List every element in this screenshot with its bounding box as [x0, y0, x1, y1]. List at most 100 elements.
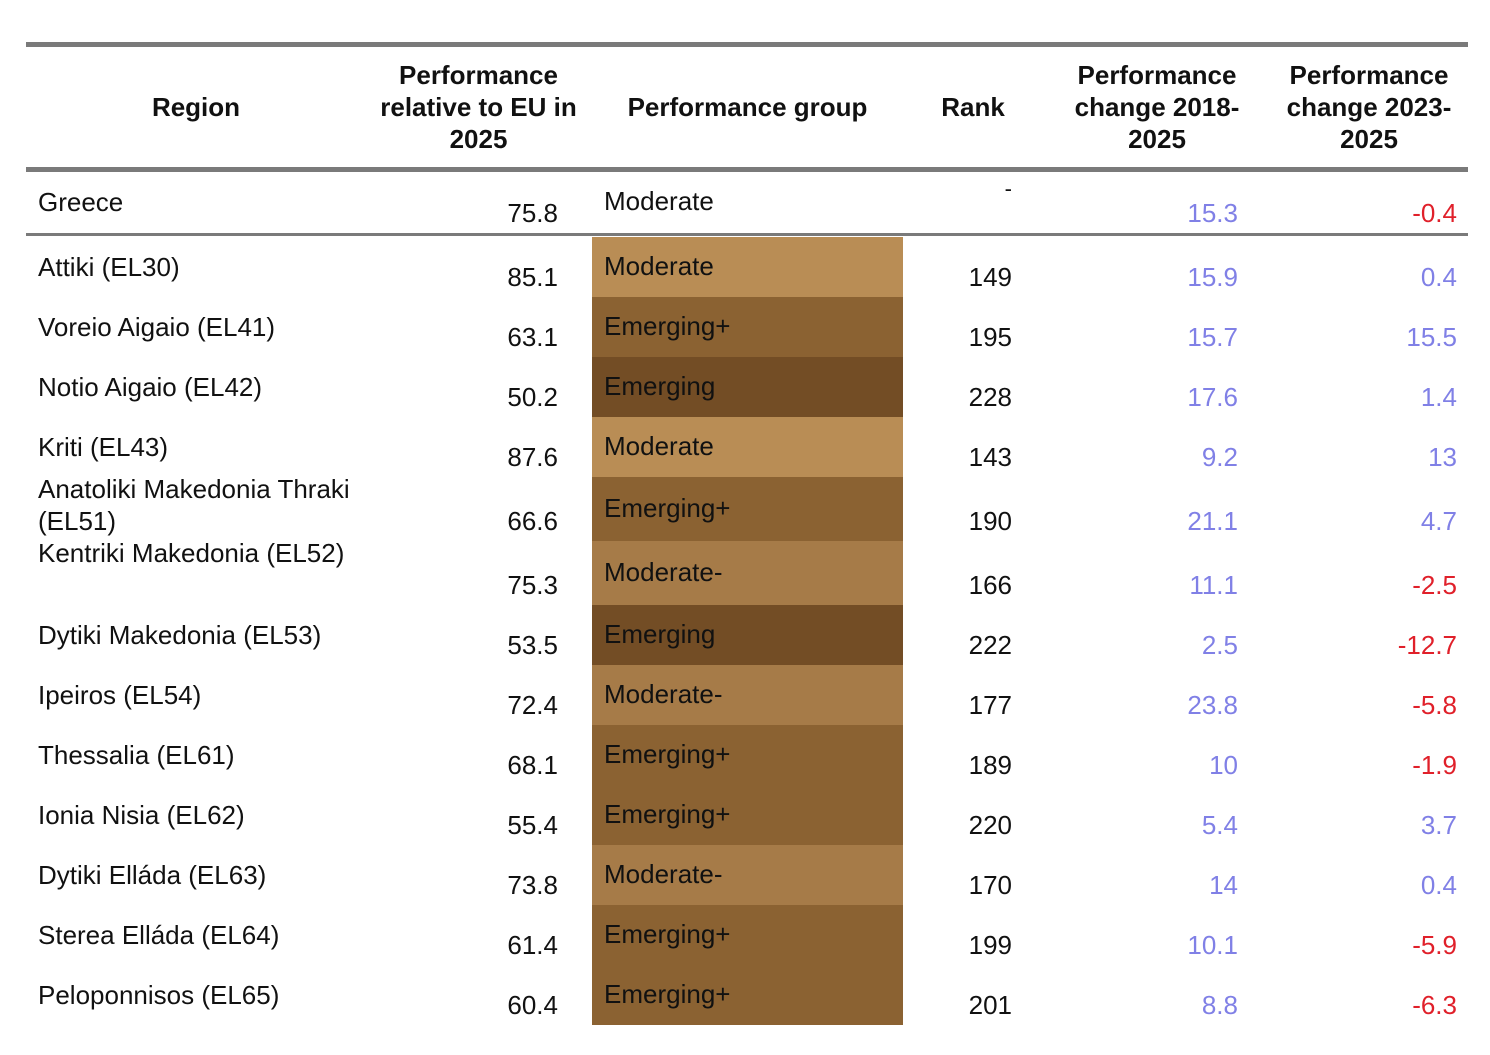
change-2023-value: -1.9	[1412, 750, 1457, 780]
rank-value: 222	[968, 630, 1012, 660]
performance-value: 53.5	[507, 630, 558, 660]
region-name: Peloponnisos (EL65)	[38, 980, 280, 1010]
performance-group-cell: Emerging+	[592, 477, 903, 541]
rank-value: 189	[968, 750, 1012, 780]
rank-value: 177	[968, 690, 1012, 720]
performance-group-cell: Emerging	[592, 605, 903, 665]
performance-group-cell: Emerging+	[592, 905, 903, 965]
rank-value: 170	[968, 870, 1012, 900]
change-2023-value: -12.7	[1397, 630, 1457, 660]
change-2018-value: 10.1	[1187, 930, 1238, 960]
performance-value: 63.1	[507, 322, 558, 352]
table-row: Anatoliki Makedonia Thraki (EL51) 66.6 Eme…	[26, 474, 1468, 541]
table-row: Voreio Aigaio (EL41) 63.1 Emerging+ 195 15.7…	[26, 297, 1468, 357]
change-2023-value: 4.7	[1420, 506, 1457, 536]
performance-value: 55.4	[507, 810, 558, 840]
table-row: Ipeiros (EL54) 72.4 Moderate- 177 23.8 -5.8	[26, 665, 1468, 725]
performance-value: 50.2	[507, 382, 558, 412]
country-row: Greece 75.8 Moderate - 15.3 -0.4	[26, 172, 1468, 233]
change-2018-value: 17.6	[1187, 382, 1238, 412]
performance-value: 75.3	[507, 570, 558, 600]
region-name: Ipeiros (EL54)	[38, 680, 202, 710]
performance-value: 73.8	[507, 870, 558, 900]
header-change-2018-2025: Performance change 2018-2025	[1074, 60, 1240, 154]
change-2023-value: -2.5	[1412, 570, 1457, 600]
region-name: Dytiki Elláda (EL63)	[38, 860, 267, 890]
header-change-2023-2025: Performance change 2023-2025	[1286, 60, 1452, 154]
region-name: Voreio Aigaio (EL41)	[38, 312, 276, 342]
change-2023-value: 15.5	[1406, 322, 1457, 352]
country-group: Moderate	[604, 186, 714, 216]
change-2018-value: 21.1	[1187, 506, 1238, 536]
country-separator-rule	[26, 233, 1468, 236]
performance-group-cell: Moderate-	[592, 541, 903, 605]
rank-value: 166	[968, 570, 1012, 600]
table-row: Notio Aigaio (EL42) 50.2 Emerging 228 17.6 1.…	[26, 357, 1468, 417]
change-2018-value: 8.8	[1201, 990, 1238, 1020]
region-name: Thessalia (EL61)	[38, 740, 235, 770]
performance-group-cell: Emerging+	[592, 725, 903, 785]
performance-group-cell: Moderate-	[592, 665, 903, 725]
change-2023-value: 0.4	[1420, 262, 1457, 292]
performance-group-cell: Emerging	[592, 357, 903, 417]
performance-value: 61.4	[507, 930, 558, 960]
table-top-rule	[26, 42, 1468, 47]
change-2023-value: 13	[1428, 442, 1457, 472]
change-2018-value: 9.2	[1201, 442, 1238, 472]
header-performance-group: Performance group	[627, 92, 868, 122]
change-2023-value: -6.3	[1412, 990, 1457, 1020]
country-rank: -	[1004, 176, 1012, 201]
rank-value: 199	[968, 930, 1012, 960]
performance-group-cell: Moderate-	[592, 845, 903, 905]
header-region: Region	[151, 92, 241, 122]
header-bottom-rule	[26, 167, 1468, 172]
change-2023-value: -5.9	[1412, 930, 1457, 960]
performance-group-cell: Emerging+	[592, 785, 903, 845]
performance-value: 68.1	[507, 750, 558, 780]
country-change-2018: 15.3	[1187, 198, 1238, 228]
table-row: Thessalia (EL61) 68.1 Emerging+ 189 10 -1.9	[26, 725, 1468, 785]
header-rank: Rank	[941, 92, 1005, 122]
rank-value: 195	[968, 322, 1012, 352]
region-name: Anatoliki Makedonia Thraki (EL51)	[38, 474, 350, 536]
country-change-2023: -0.4	[1412, 198, 1457, 228]
change-2018-value: 23.8	[1187, 690, 1238, 720]
performance-value: 72.4	[507, 690, 558, 720]
table-row: Dytiki Elláda (EL63) 73.8 Moderate- 170 14 0.…	[26, 845, 1468, 905]
table-row: Attiki (EL30) 85.1 Moderate 149 15.9 0.4	[26, 237, 1468, 297]
rank-value: 190	[968, 506, 1012, 536]
performance-group-cell: Emerging+	[592, 297, 903, 357]
change-2018-value: 15.9	[1187, 262, 1238, 292]
change-2018-value: 11.1	[1189, 570, 1238, 600]
table-row: Kentriki Makedonia (EL52) 75.3 Moderate- 16…	[26, 538, 1468, 605]
rank-value: 201	[968, 990, 1012, 1020]
table-row: Kriti (EL43) 87.6 Moderate 143 9.2 13	[26, 417, 1468, 477]
table-row: Ionia Nisia (EL62) 55.4 Emerging+ 220 5.4 3.7	[26, 785, 1468, 845]
table-row: Peloponnisos (EL65) 60.4 Emerging+ 201 8.8 -6…	[26, 965, 1468, 1025]
performance-value: 87.6	[507, 442, 558, 472]
country-name: Greece	[38, 187, 124, 217]
performance-value: 66.6	[507, 506, 558, 536]
change-2018-value: 14	[1209, 870, 1238, 900]
change-2023-value: 0.4	[1420, 870, 1457, 900]
table-row: Dytiki Makedonia (EL53) 53.5 Emerging 222 2.…	[26, 605, 1468, 665]
performance-value: 85.1	[507, 262, 558, 292]
rank-value: 228	[968, 382, 1012, 412]
change-2018-value: 5.4	[1201, 810, 1238, 840]
change-2023-value: 1.4	[1420, 382, 1457, 412]
header-performance-relative: Performance relative to EU in 2025	[380, 60, 577, 154]
country-performance: 75.8	[507, 198, 558, 228]
change-2023-value: -5.8	[1412, 690, 1457, 720]
change-2018-value: 10	[1209, 750, 1238, 780]
performance-value: 60.4	[507, 990, 558, 1020]
table-row: Sterea Elláda (EL64) 61.4 Emerging+ 199 10.1…	[26, 905, 1468, 965]
rank-value: 220	[968, 810, 1012, 840]
performance-group-cell: Emerging+	[592, 965, 903, 1025]
region-name: Kriti (EL43)	[38, 432, 169, 462]
change-2018-value: 15.7	[1187, 322, 1238, 352]
region-name: Dytiki Makedonia (EL53)	[38, 620, 322, 650]
rank-value: 143	[968, 442, 1012, 472]
rank-value: 149	[968, 262, 1012, 292]
region-name: Notio Aigaio (EL42)	[38, 372, 263, 402]
region-name: Sterea Elláda (EL64)	[38, 920, 280, 950]
